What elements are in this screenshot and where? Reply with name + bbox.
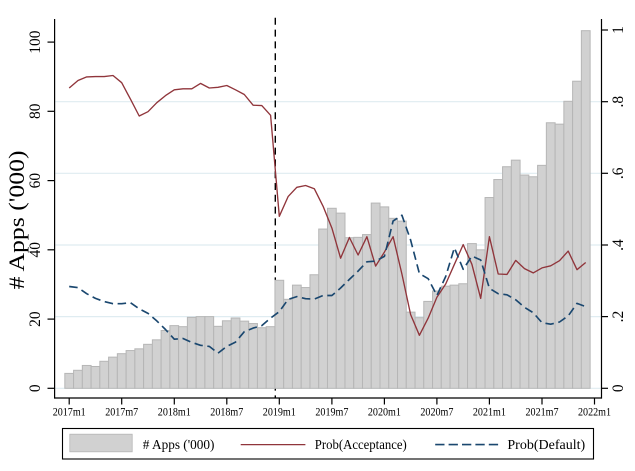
svg-text:2020m7: 2020m7 bbox=[420, 407, 453, 419]
svg-text:0: 0 bbox=[610, 384, 627, 392]
svg-text:# Apps ('000): # Apps ('000) bbox=[4, 150, 29, 289]
svg-text:1: 1 bbox=[610, 26, 627, 34]
svg-text:2021m1: 2021m1 bbox=[473, 407, 506, 419]
svg-text:40: 40 bbox=[27, 242, 44, 258]
svg-text:2018m7: 2018m7 bbox=[210, 407, 243, 419]
svg-text:2021m7: 2021m7 bbox=[526, 407, 559, 419]
svg-text:20: 20 bbox=[27, 311, 44, 327]
svg-text:Prob(Default): Prob(Default) bbox=[507, 438, 585, 453]
svg-text:2018m1: 2018m1 bbox=[158, 407, 191, 419]
svg-text:2017m1: 2017m1 bbox=[53, 407, 86, 419]
svg-text:2019m7: 2019m7 bbox=[315, 407, 348, 419]
svg-text:.8: .8 bbox=[610, 96, 627, 108]
svg-text:.6: .6 bbox=[610, 167, 627, 179]
svg-text:2020m1: 2020m1 bbox=[368, 407, 401, 419]
svg-text:0: 0 bbox=[27, 384, 44, 392]
svg-text:Prob(Acceptance): Prob(Acceptance) bbox=[315, 438, 407, 453]
svg-text:# Apps ('000): # Apps ('000) bbox=[143, 438, 215, 453]
svg-text:2017m7: 2017m7 bbox=[105, 407, 138, 419]
svg-text:60: 60 bbox=[27, 173, 44, 189]
svg-text:2022m1: 2022m1 bbox=[578, 407, 611, 419]
svg-text:.2: .2 bbox=[610, 311, 627, 323]
svg-text:.4: .4 bbox=[610, 239, 627, 251]
svg-text:100: 100 bbox=[27, 30, 44, 54]
svg-text:80: 80 bbox=[27, 103, 44, 119]
svg-text:2019m1: 2019m1 bbox=[263, 407, 296, 419]
